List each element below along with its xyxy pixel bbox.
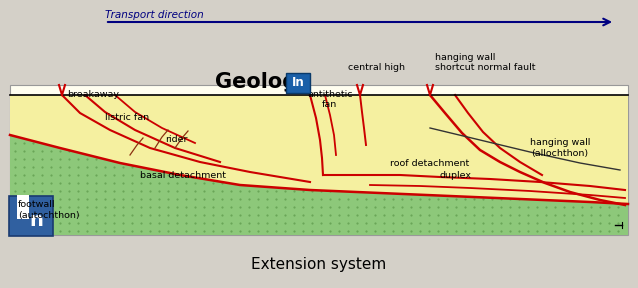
Text: Transport direction: Transport direction — [105, 10, 204, 20]
Text: I: I — [20, 198, 26, 216]
Text: rider: rider — [165, 135, 188, 145]
Text: breakaway: breakaway — [67, 90, 119, 99]
Text: Extension system: Extension system — [251, 257, 387, 272]
Text: antithetic
fan: antithetic fan — [307, 90, 353, 109]
Text: listric fan: listric fan — [105, 113, 149, 122]
Text: n: n — [29, 211, 43, 230]
Text: hanging wall
(allochthon): hanging wall (allochthon) — [530, 138, 590, 158]
Text: roof detachment: roof detachment — [390, 159, 470, 168]
Text: central high: central high — [348, 63, 405, 72]
Text: basal detachment: basal detachment — [140, 170, 226, 179]
Text: hanging wall
shortcut normal fault: hanging wall shortcut normal fault — [435, 53, 535, 72]
Text: Geology: Geology — [215, 72, 311, 92]
Polygon shape — [10, 95, 628, 204]
FancyBboxPatch shape — [286, 73, 310, 93]
Polygon shape — [10, 95, 628, 235]
Text: duplex: duplex — [440, 171, 472, 180]
Bar — [10, 85, 628, 235]
Text: In: In — [292, 77, 304, 90]
Text: footwall
(autochthon): footwall (autochthon) — [18, 200, 80, 220]
FancyBboxPatch shape — [9, 196, 53, 236]
